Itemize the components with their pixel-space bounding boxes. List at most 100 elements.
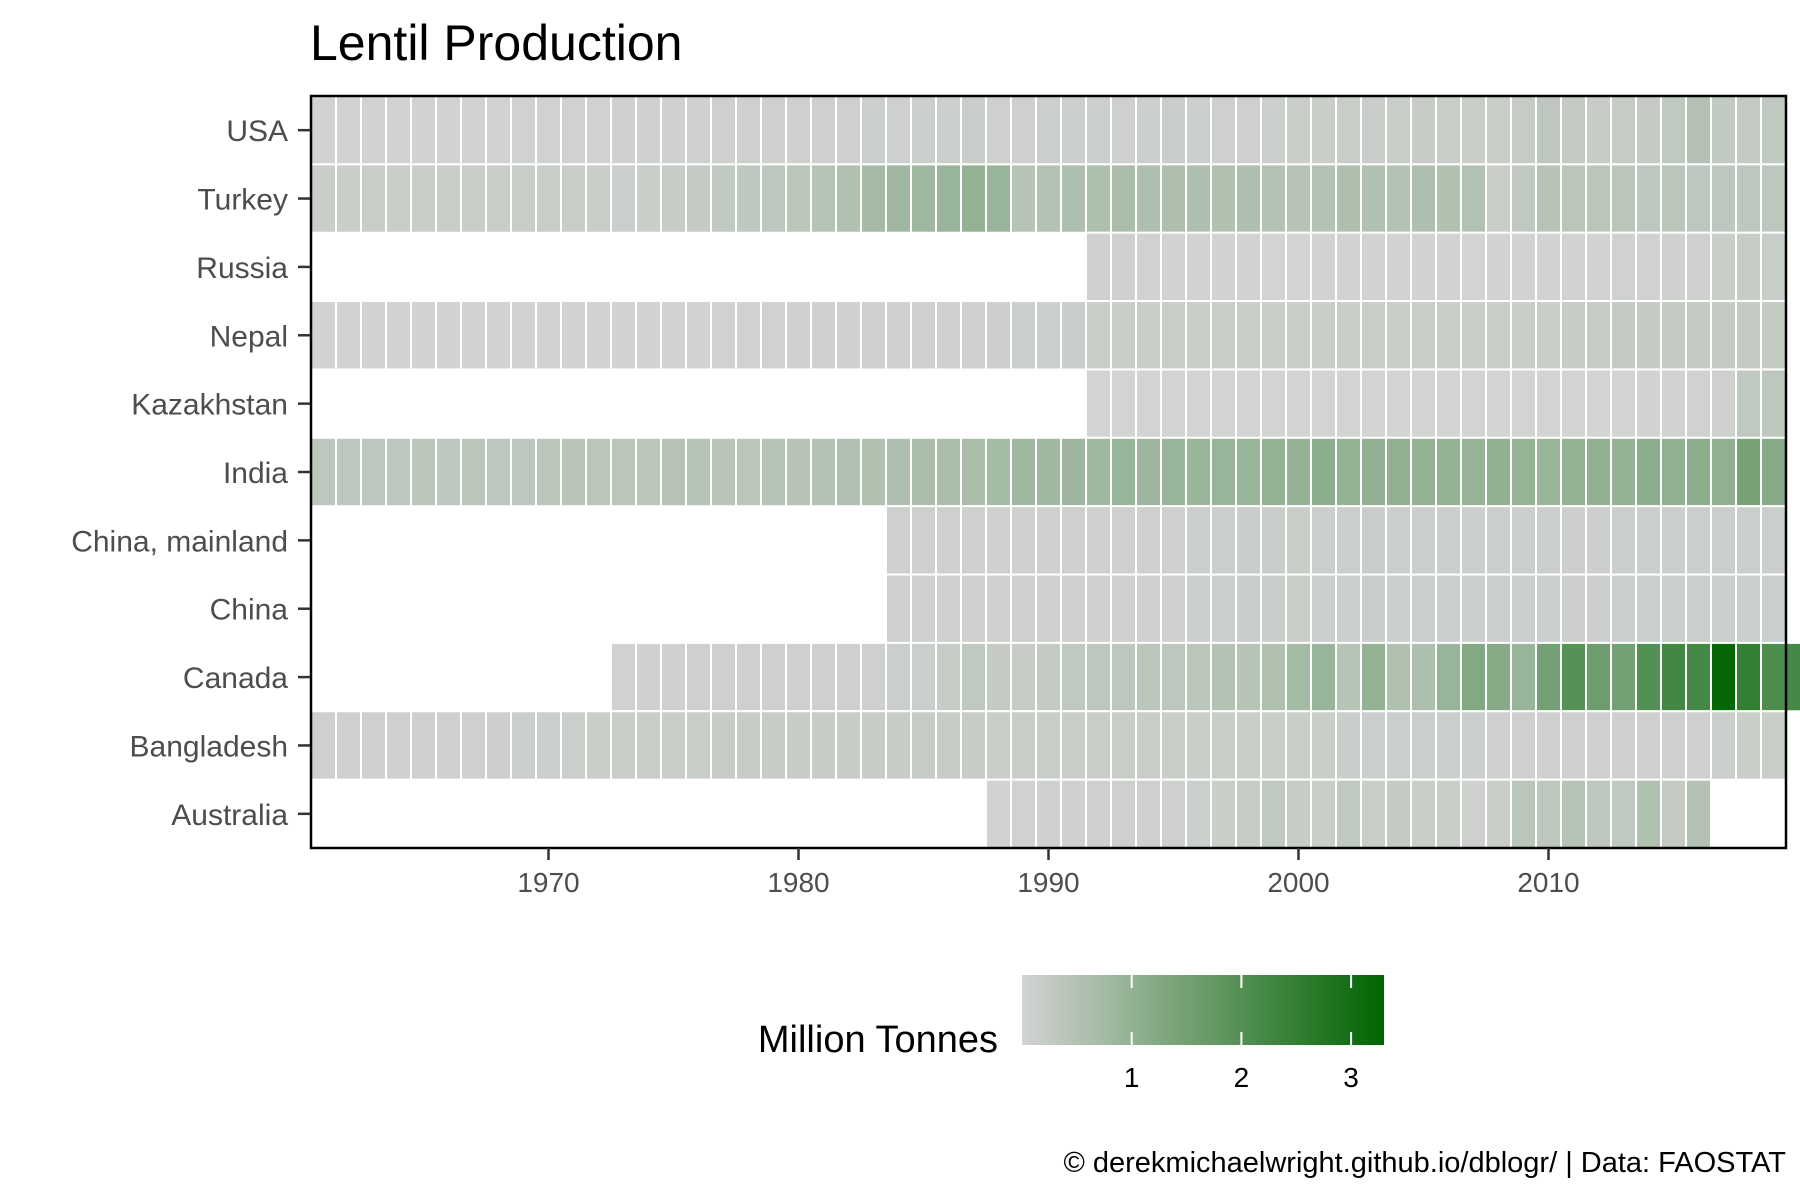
- heatmap-cell: [1285, 778, 1312, 849]
- heatmap-cell: [1260, 778, 1287, 849]
- y-tick-label: China: [210, 594, 289, 627]
- heatmap-cell: [1560, 641, 1587, 713]
- heatmap-cell: [1510, 163, 1537, 234]
- heatmap-cell: [1485, 368, 1512, 439]
- heatmap-cell: [1260, 368, 1287, 439]
- heatmap-cell: [1360, 778, 1387, 849]
- heatmap-cell: [1185, 95, 1212, 166]
- heatmap-cell: [1085, 573, 1112, 644]
- heatmap-cell: [1560, 95, 1587, 166]
- heatmap-cell: [1110, 778, 1137, 849]
- heatmap-cell: [1410, 95, 1437, 166]
- heatmap-cell: [1560, 300, 1587, 371]
- heatmap-cell: [1035, 641, 1062, 713]
- heatmap-cell: [1585, 300, 1612, 371]
- heatmap-cell: [1760, 710, 1787, 781]
- heatmap-cell: [1610, 163, 1637, 234]
- heatmap-cell: [1460, 710, 1487, 781]
- heatmap-cell: [1035, 573, 1062, 644]
- heatmap-cell: [485, 95, 512, 166]
- heatmap-cell: [835, 641, 862, 713]
- heatmap-cell: [335, 436, 362, 508]
- y-tick-label: China, mainland: [71, 525, 288, 558]
- heatmap-cell: [785, 300, 812, 371]
- heatmap-cell: [1435, 368, 1462, 439]
- heatmap-cell: [1635, 778, 1662, 849]
- heatmap-cell: [1210, 641, 1237, 713]
- heatmap-cell: [1735, 641, 1762, 713]
- heatmap-cell: [435, 710, 462, 781]
- heatmap-cell: [1310, 573, 1337, 644]
- heatmap-cell: [1660, 778, 1687, 849]
- heatmap-cell: [660, 710, 687, 781]
- heatmap-cell: [1460, 231, 1487, 303]
- heatmap-cell: [960, 300, 987, 371]
- x-tick-label: 2000: [1267, 867, 1329, 898]
- heatmap-cell: [535, 300, 562, 371]
- heatmap-cell: [1635, 573, 1662, 644]
- heatmap-cell: [685, 163, 712, 234]
- heatmap-cell: [1760, 231, 1787, 303]
- y-tick-label: Canada: [183, 662, 288, 695]
- chart-caption: © derekmichaelwright.github.io/dblogr/ |…: [1063, 1147, 1786, 1179]
- heatmap-cell: [785, 163, 812, 234]
- heatmap-cell: [485, 436, 512, 508]
- heatmap-cell: [1010, 436, 1037, 508]
- heatmap-cell: [1410, 505, 1437, 576]
- heatmap-cell: [385, 710, 412, 781]
- heatmap-cell: [1485, 505, 1512, 576]
- heatmap-cell: [660, 300, 687, 371]
- heatmap-cell: [1585, 641, 1612, 713]
- heatmap-cell: [1360, 163, 1387, 234]
- heatmap-cell: [1510, 436, 1537, 508]
- heatmap-cell: [1710, 436, 1737, 508]
- heatmap-cell: [1560, 163, 1587, 234]
- legend-ticks: 1 2 3: [1124, 975, 1359, 1093]
- heatmap-cell: [735, 710, 762, 781]
- heatmap-cell: [1135, 505, 1162, 576]
- heatmap-cell: [860, 163, 887, 234]
- heatmap-cell: [1785, 641, 1800, 713]
- heatmap-cell: [1310, 436, 1337, 508]
- heatmap-cell: [410, 710, 437, 781]
- heatmap-cell: [1635, 710, 1662, 781]
- heatmap-cell: [685, 710, 712, 781]
- heatmap-cell: [1060, 505, 1087, 576]
- heatmap-cell: [1010, 505, 1037, 576]
- heatmap-cell: [1360, 710, 1387, 781]
- heatmap-cell: [1035, 95, 1062, 166]
- heatmap-cell: [1485, 641, 1512, 713]
- heatmap-cell: [1710, 641, 1737, 713]
- heatmap-cell: [1260, 710, 1287, 781]
- heatmap-cell: [1160, 641, 1187, 713]
- heatmap-cell: [385, 163, 412, 234]
- heatmap-cell: [1235, 641, 1262, 713]
- heatmap-cell: [560, 163, 587, 234]
- heatmap-cell: [1335, 710, 1362, 781]
- heatmap-cell: [1110, 436, 1137, 508]
- heatmap-cell: [1235, 436, 1262, 508]
- heatmap-cell: [1635, 368, 1662, 439]
- heatmap-cell: [1010, 300, 1037, 371]
- heatmap-cell: [1410, 641, 1437, 713]
- heatmap-cell: [1185, 778, 1212, 849]
- heatmap-cell: [910, 505, 937, 576]
- heatmap-cell: [360, 710, 387, 781]
- heatmap-cell: [710, 300, 737, 371]
- heatmap-cell: [1360, 436, 1387, 508]
- heatmap-cell: [960, 163, 987, 234]
- heatmap-cell: [1385, 778, 1412, 849]
- heatmap-cell: [1110, 710, 1137, 781]
- heatmap-cell: [685, 300, 712, 371]
- heatmap-cell: [1010, 641, 1037, 713]
- heatmap-cell: [1335, 573, 1362, 644]
- heatmap-cell: [710, 95, 737, 166]
- heatmap-cell: [660, 436, 687, 508]
- heatmap-cell: [460, 710, 487, 781]
- heatmap-cell: [1235, 163, 1262, 234]
- heatmap-cell: [1285, 573, 1312, 644]
- heatmap-cell: [835, 163, 862, 234]
- heatmap-cell: [1210, 368, 1237, 439]
- heatmap-cell: [1435, 300, 1462, 371]
- heatmap-cell: [1085, 778, 1112, 849]
